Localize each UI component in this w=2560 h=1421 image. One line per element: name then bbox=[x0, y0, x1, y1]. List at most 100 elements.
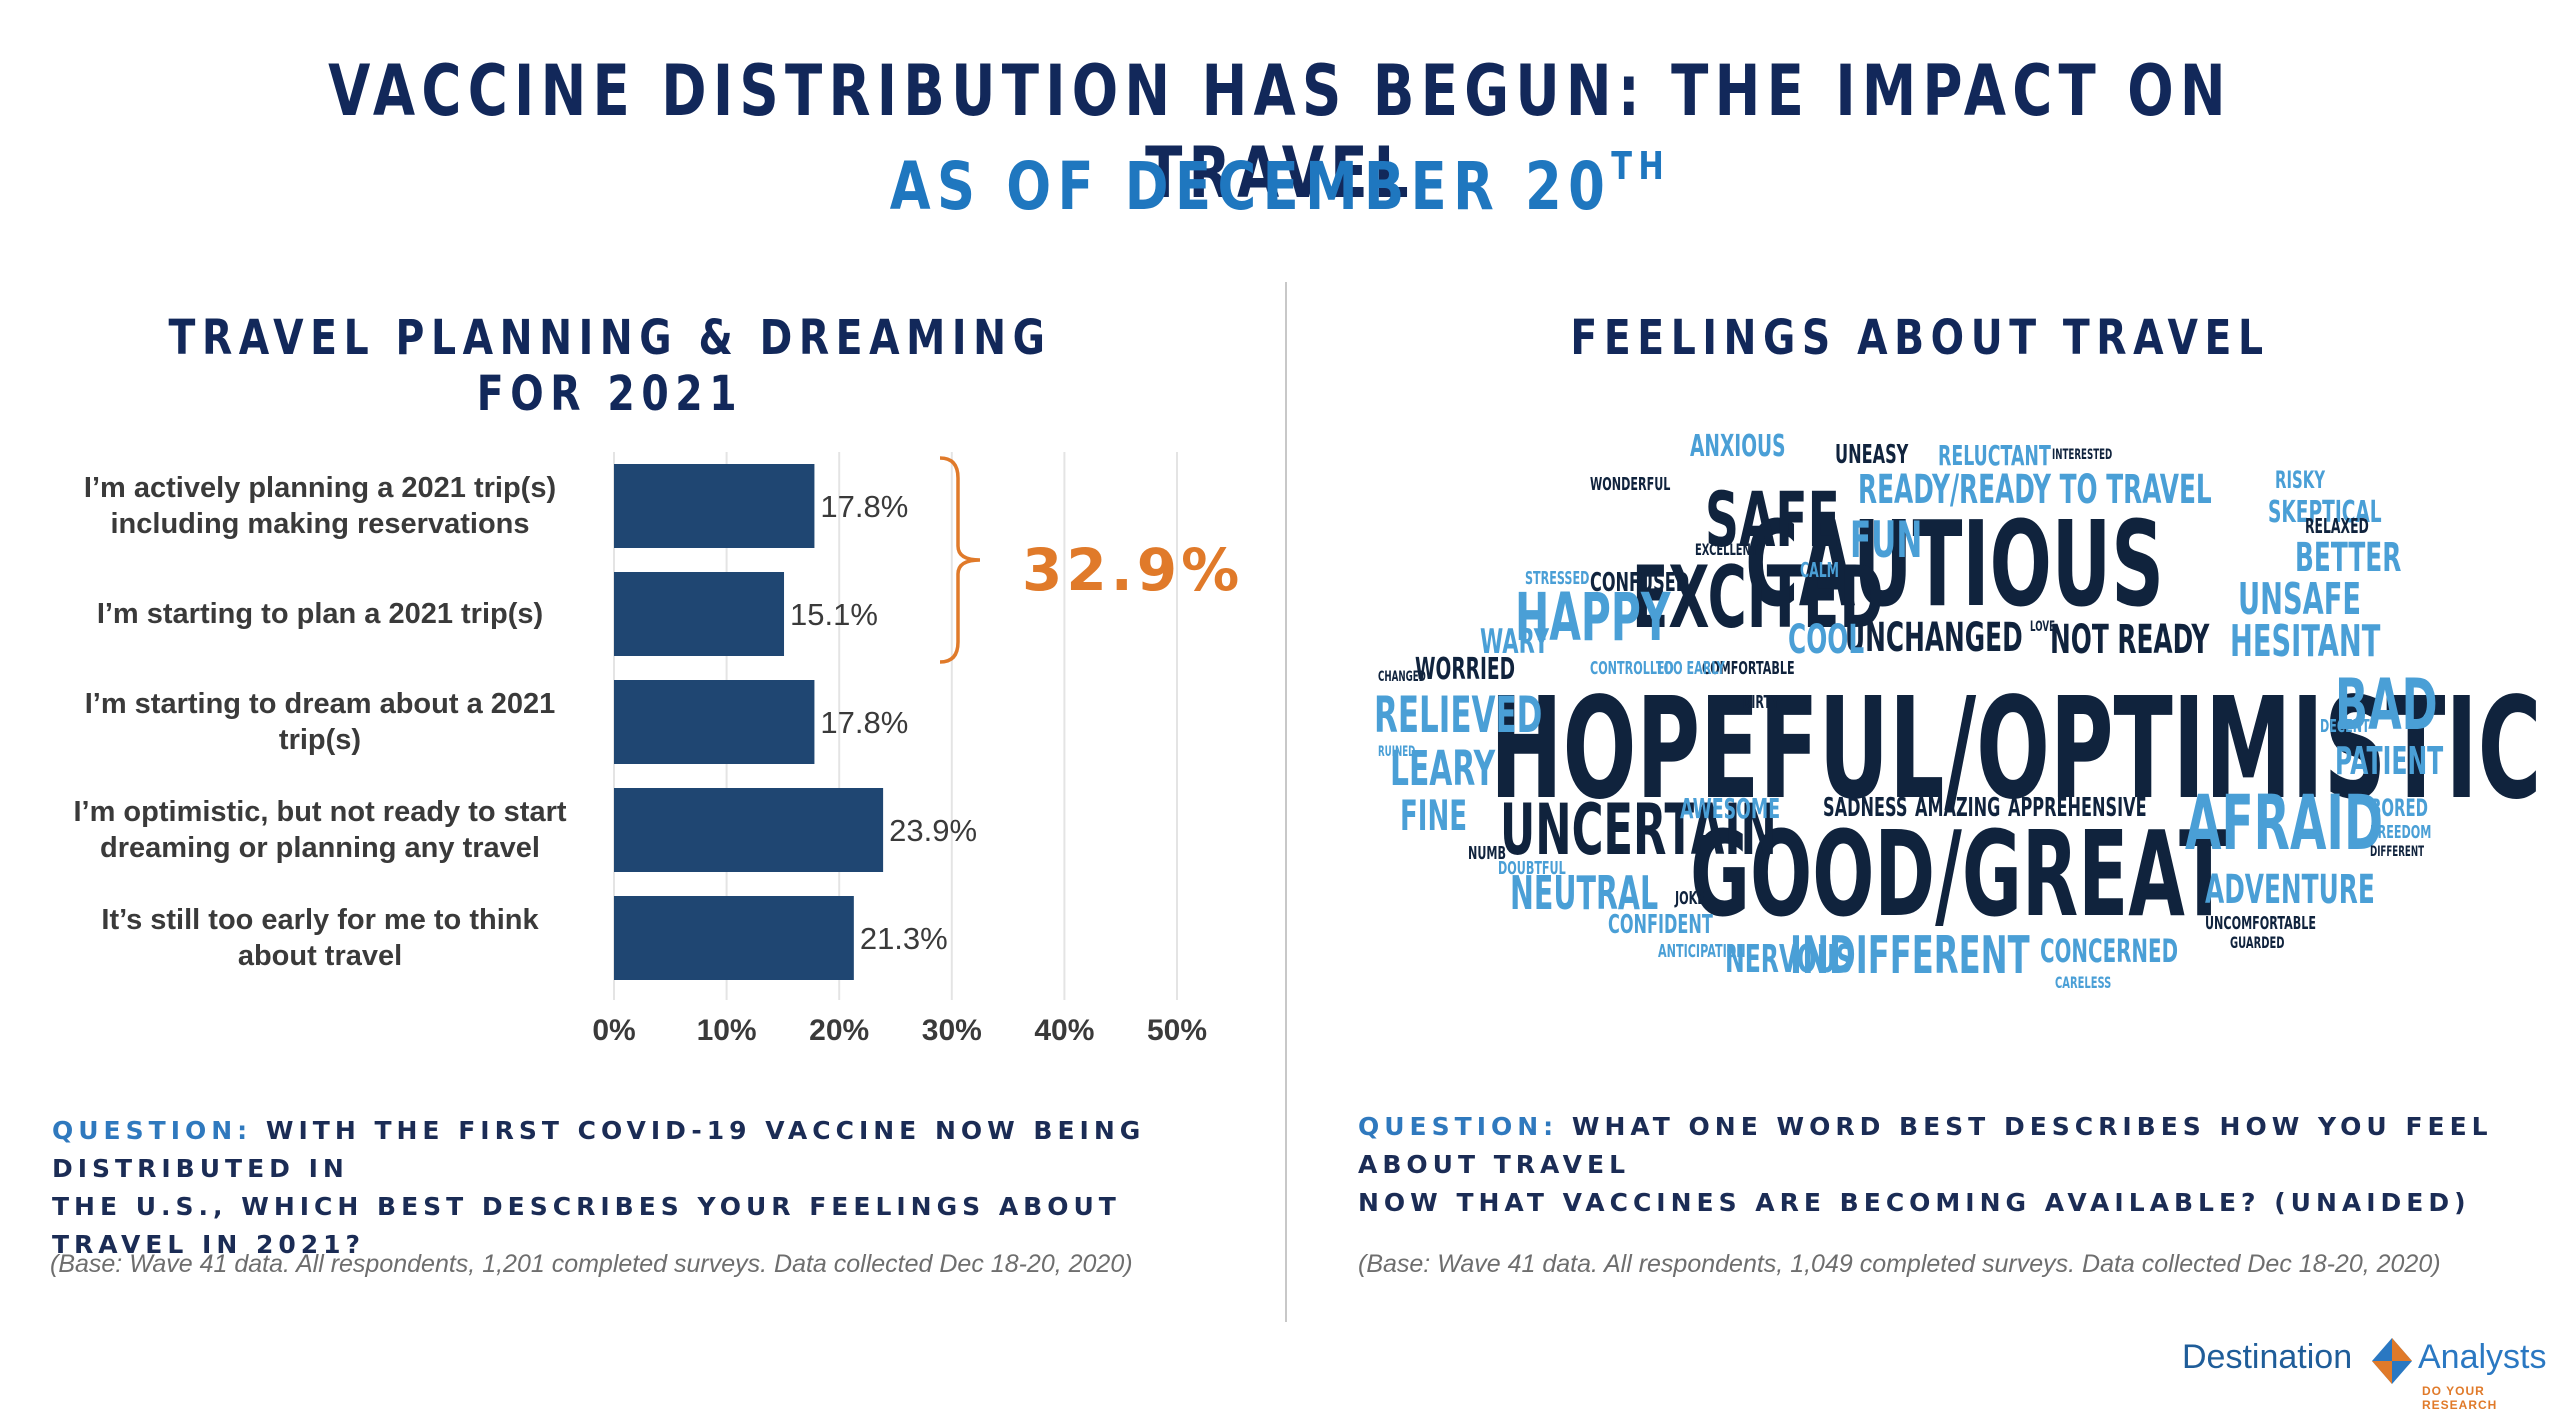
left-question-line2: THE U.S., WHICH BEST DESCRIBES YOUR FEEL… bbox=[52, 1192, 1121, 1259]
word-cloud-word: HESITANT bbox=[2230, 616, 2381, 667]
word-cloud-word: CONFUSED bbox=[1590, 568, 1690, 598]
left-question-line1: WITH THE FIRST COVID-19 VACCINE NOW BEIN… bbox=[52, 1116, 1146, 1183]
word-cloud-word: LOVE bbox=[2030, 619, 2056, 635]
word-cloud-word: STRESSED bbox=[1525, 568, 1590, 589]
subtitle-text: AS OF DECEMBER 20 bbox=[889, 148, 1612, 225]
category-label-line: trip(s) bbox=[278, 724, 362, 756]
page-title: VACCINE DISTRIBUTION HAS BEGUN: THE IMPA… bbox=[328, 50, 2232, 214]
category-label-line: I’m optimistic, but not ready to start bbox=[73, 796, 567, 828]
bar bbox=[614, 572, 785, 656]
left-base-note: (Base: Wave 41 data. All respondents, 1,… bbox=[50, 1250, 1133, 1278]
word-cloud-word: UNSAFE bbox=[2238, 574, 2362, 625]
category-label-line: I’m starting to plan a 2021 trip(s) bbox=[96, 598, 544, 630]
word-cloud-word: EXCITED bbox=[1632, 548, 1884, 648]
category-label: I’m actively planning a 2021 trip(s) incl… bbox=[40, 470, 600, 542]
left-section-title: TRAVEL PLANNING & DREAMING FOR 2021 bbox=[168, 310, 1052, 422]
word-cloud-word: INDIFFERENT bbox=[1790, 926, 2030, 986]
word-cloud-word: AFRAID bbox=[2185, 778, 2384, 867]
word-cloud-word: PATIENT bbox=[2335, 739, 2444, 783]
word-cloud-word: JOKE bbox=[1675, 888, 1705, 909]
word-cloud-word: CHANGED bbox=[1378, 669, 1426, 685]
word-cloud-word: BETTER bbox=[2295, 535, 2402, 581]
word-cloud-word: CONFIDENT bbox=[1608, 910, 1713, 940]
word-cloud-word: CONTROLLED bbox=[1590, 658, 1674, 679]
word-cloud-word: NERVOUS bbox=[1725, 937, 1853, 981]
x-tick-label: 10% bbox=[697, 1014, 757, 1047]
word-cloud-word: COMFORTABLE bbox=[1702, 658, 1795, 679]
right-question-line2: NOW THAT VACCINES ARE BECOMING AVAILABLE… bbox=[1358, 1188, 2471, 1217]
word-cloud-word: SAFE bbox=[1705, 475, 1840, 564]
word-cloud-word: LEARY bbox=[1390, 741, 1496, 797]
word-cloud-word: RELIEVED bbox=[1374, 686, 1543, 744]
bar-value-label: 23.9% bbox=[889, 813, 977, 848]
word-cloud-word: AWESOME bbox=[1680, 792, 1781, 825]
word-cloud-word: HOPEFUL/OPTIMISTIC bbox=[1490, 668, 2542, 831]
bracket bbox=[939, 456, 981, 664]
category-label-line: dreaming or planning any travel bbox=[100, 832, 540, 864]
word-cloud-word: INTERESTED bbox=[2052, 447, 2113, 463]
category-label: It’s still too early for me to think abou… bbox=[40, 902, 600, 974]
word-cloud-word: BAD bbox=[2335, 664, 2438, 746]
word-cloud-word: WONDERFUL bbox=[1590, 474, 1671, 495]
word-cloud-word: UNCERTAIN bbox=[1500, 789, 1777, 871]
right-question: QUESTION: WHAT ONE WORD BEST DESCRIBES H… bbox=[1358, 1108, 2538, 1222]
bar-value-label: 17.8% bbox=[820, 705, 908, 740]
bar-value-label: 15.1% bbox=[790, 597, 878, 632]
category-label-line: It’s still too early for me to think bbox=[101, 904, 539, 936]
right-base-note: (Base: Wave 41 data. All respondents, 1,… bbox=[1358, 1250, 2441, 1278]
word-cloud-word: FINE bbox=[1400, 791, 1468, 840]
x-tick-label: 50% bbox=[1147, 1014, 1207, 1047]
word-cloud-word: GUARDED bbox=[2230, 933, 2285, 952]
category-label: I’m starting to dream about a 2021 trip(s… bbox=[40, 686, 600, 758]
category-label-line: I’m starting to dream about a 2021 bbox=[84, 688, 556, 720]
word-cloud-word: WARY bbox=[1480, 622, 1549, 662]
word-cloud-word: DOUBTFUL bbox=[1498, 858, 1566, 879]
word-cloud: HOPEFUL/OPTIMISTIC CAUTIOUS GOOD/GREAT EXCI… bbox=[1370, 420, 2541, 1020]
destination-analysts-logo: Destination Analysts DO YOUR RESEARCH bbox=[2182, 1334, 2547, 1412]
word-cloud-word: READY/READY TO TRAVEL bbox=[1858, 467, 2212, 513]
bar bbox=[614, 680, 815, 764]
word-cloud-word: DECENT bbox=[2320, 716, 2370, 737]
right-section-title: FEELINGS ABOUT TRAVEL bbox=[1570, 310, 2270, 366]
x-tick-label: 30% bbox=[922, 1014, 982, 1047]
word-cloud-word: RELUCTANT bbox=[1938, 439, 2051, 472]
vertical-divider bbox=[1285, 282, 1287, 1322]
word-cloud-word: AMAZING bbox=[1915, 793, 2001, 823]
category-label: I’m optimistic, but not ready to start dr… bbox=[40, 794, 600, 866]
x-tick-label: 20% bbox=[809, 1014, 869, 1047]
word-cloud-word: CAUTIOUS bbox=[1745, 495, 2164, 633]
word-cloud-word: CONCERNED bbox=[2040, 932, 2179, 970]
right-question-label: QUESTION: bbox=[1358, 1112, 1559, 1141]
word-cloud-word: FREEDOM bbox=[2370, 822, 2432, 843]
bar bbox=[614, 896, 854, 980]
bar-value-label: 17.8% bbox=[820, 489, 908, 524]
word-cloud-word: DIRTY bbox=[1742, 692, 1780, 713]
word-cloud-word: FUN bbox=[1850, 511, 1923, 569]
left-question: QUESTION: WITH THE FIRST COVID-19 VACCIN… bbox=[52, 1112, 1232, 1264]
right-question-line1: WHAT ONE WORD BEST DESCRIBES HOW YOU FEE… bbox=[1358, 1112, 2493, 1179]
word-cloud-word: SADNESS bbox=[1823, 793, 1908, 823]
word-cloud-word: CARELESS bbox=[2055, 973, 2112, 992]
word-cloud-word: COOL bbox=[1788, 617, 1865, 663]
word-cloud-word: DIFFERENT bbox=[2370, 844, 2425, 860]
subtitle-superscript: TH bbox=[1611, 144, 1671, 188]
category-label-line: about travel bbox=[237, 940, 403, 972]
word-cloud-word: RISKY bbox=[2275, 466, 2326, 494]
left-question-label: QUESTION: bbox=[52, 1116, 253, 1145]
word-cloud-word: RELAXED bbox=[2305, 514, 2369, 538]
word-cloud-word: HAPPY bbox=[1515, 579, 1671, 656]
word-cloud-word: ANTICIPATION bbox=[1658, 941, 1746, 962]
word-cloud-word: GOOD/GREAT bbox=[1690, 805, 2230, 943]
word-cloud-word: EXCELLENT bbox=[1695, 540, 1758, 559]
word-cloud-word: ANXIOUS bbox=[1690, 429, 1786, 464]
word-cloud-word: BORED bbox=[2370, 794, 2428, 822]
word-cloud-word: UNEASY bbox=[1835, 440, 1909, 470]
bar bbox=[614, 464, 815, 548]
word-cloud-word: ADVENTURE bbox=[2205, 867, 2375, 913]
logo-word-destination: Destination bbox=[2182, 1338, 2353, 1376]
x-tick-label: 0% bbox=[592, 1014, 635, 1047]
word-cloud-word: APPREHENSIVE bbox=[2008, 793, 2147, 823]
word-cloud-word: CALM bbox=[1800, 558, 1839, 582]
category-label-line: including making reservations bbox=[110, 508, 530, 540]
word-cloud-word: NOT READY bbox=[2050, 617, 2210, 663]
